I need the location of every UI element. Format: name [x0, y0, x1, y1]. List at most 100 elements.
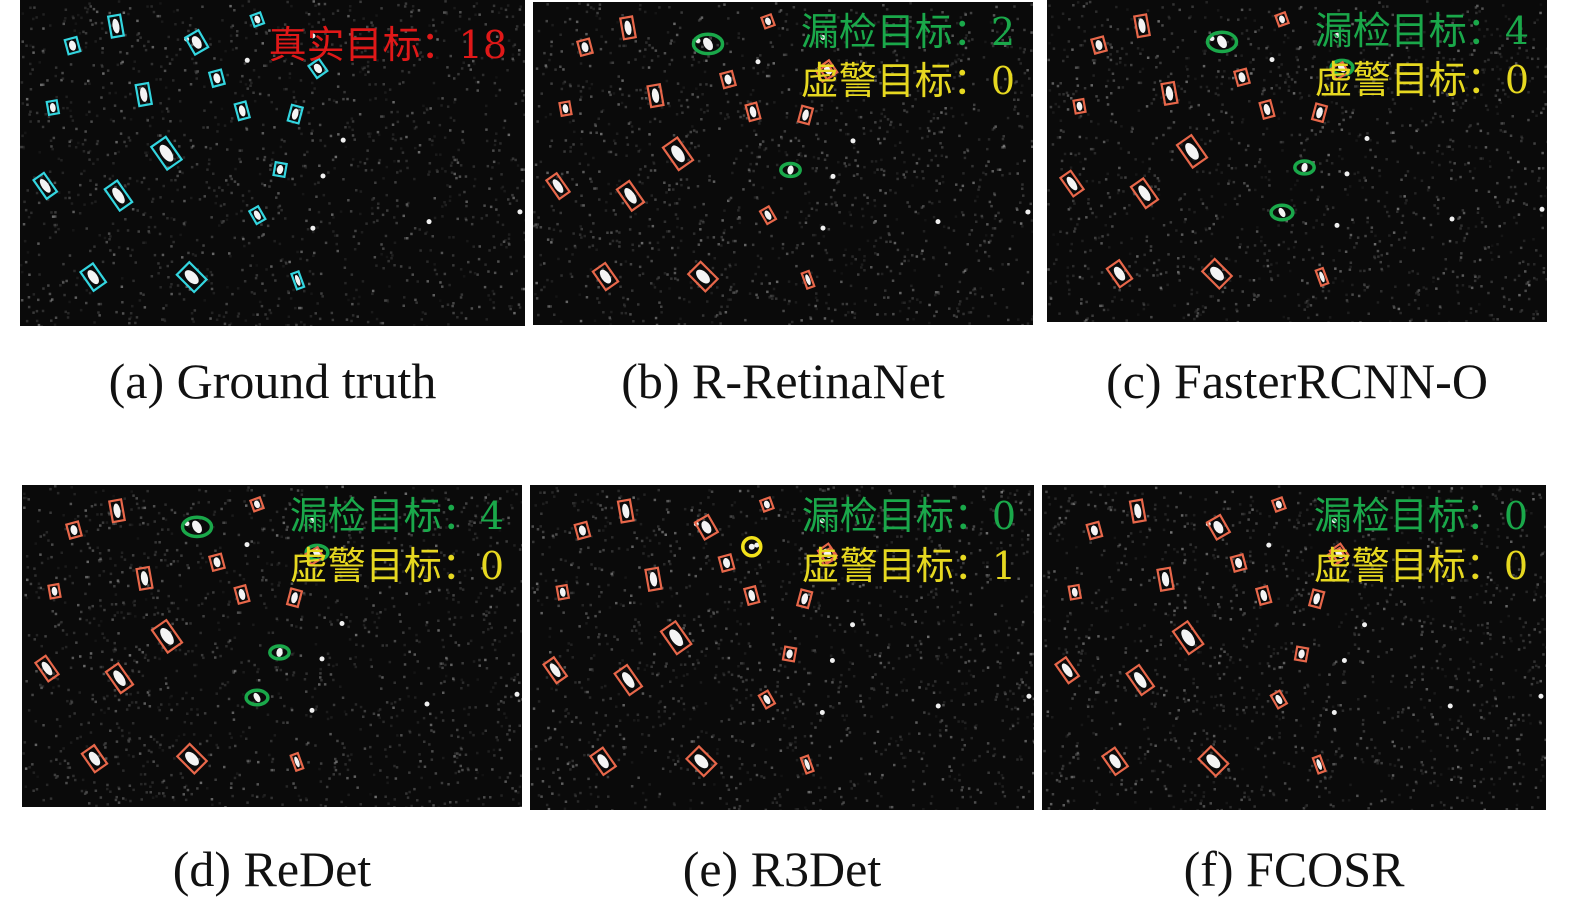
panel-r3det: 漏检目标：0 虚警目标：1 — [530, 485, 1034, 810]
ship-target — [1156, 566, 1175, 593]
detection-box — [1205, 513, 1232, 541]
background — [22, 485, 522, 807]
detection-box — [659, 619, 693, 656]
detection-box — [289, 751, 305, 773]
ground-truth-box — [103, 179, 134, 213]
detection-box — [1258, 98, 1276, 121]
detection-box — [175, 742, 209, 775]
ship-target — [207, 68, 227, 89]
ship-target — [1314, 266, 1330, 288]
bright-scatterer — [1447, 703, 1453, 709]
missed-count-f: 漏检目标：0 — [1313, 494, 1528, 538]
ship-target — [1132, 13, 1152, 39]
ship-target — [575, 37, 595, 58]
ship-target — [1293, 645, 1310, 663]
bright-scatterer — [309, 517, 315, 523]
ship-target — [175, 742, 209, 775]
detection-box — [47, 582, 62, 600]
ship-target — [717, 553, 736, 573]
detection-box — [816, 546, 838, 567]
missed-count-d: 漏检目标：4 — [289, 494, 504, 538]
detection-box — [1329, 60, 1350, 81]
detection-box — [795, 588, 814, 610]
bright-scatterer — [1331, 518, 1337, 524]
detection-box — [1160, 80, 1179, 107]
bright-scatterer — [514, 691, 520, 697]
bright-scatterer — [819, 710, 825, 715]
detection-box — [1089, 35, 1109, 55]
missed-count-b: 漏检目标：2 — [800, 10, 1015, 54]
ship-target — [307, 57, 329, 80]
background — [1047, 0, 1547, 322]
ship-target — [233, 583, 251, 606]
bright-scatterer — [820, 35, 826, 41]
false-alarm-count-c: 虚警目标：0 — [1314, 58, 1529, 102]
detection-box — [644, 566, 663, 593]
false-alarm-marker — [741, 536, 763, 558]
panel-fasterrcnn-o: 漏检目标：4 虚警目标：0 — [1047, 0, 1547, 322]
panel-r-retinanet: 漏检目标：2 虚警目标：0 — [533, 2, 1033, 325]
ground-truth-box — [307, 57, 329, 80]
detection-box — [718, 69, 738, 90]
detection-box — [1270, 496, 1287, 513]
ship-target — [1293, 159, 1316, 176]
ship-target — [779, 161, 802, 179]
ship-target — [796, 104, 815, 126]
ship-target — [1053, 655, 1081, 685]
ship-target — [644, 566, 663, 593]
ground-truth-box — [32, 171, 59, 201]
ship-target — [759, 12, 777, 30]
detection-box — [1125, 663, 1156, 697]
ship-target — [149, 135, 184, 172]
detection-box — [104, 661, 135, 695]
detection-box — [248, 495, 266, 513]
bright-scatterer — [339, 620, 345, 626]
detection-box — [233, 583, 251, 606]
bright-scatterer — [320, 173, 326, 179]
speckle-noise — [1047, 0, 1547, 322]
detection-box — [33, 654, 61, 683]
ship-target — [247, 204, 267, 226]
ship-target — [63, 35, 82, 56]
ship-target — [32, 171, 59, 201]
ship-target — [78, 261, 108, 293]
ship-target — [555, 583, 571, 601]
ship-target — [233, 100, 252, 122]
detection-box — [1132, 13, 1152, 39]
ship-target — [781, 645, 798, 663]
detection-box — [618, 15, 638, 41]
detection-box — [304, 545, 325, 566]
ship-target — [1270, 496, 1287, 513]
detection-box — [758, 204, 778, 226]
detection-box — [1269, 689, 1289, 710]
ground-truth-box — [134, 81, 154, 108]
detection-box — [613, 663, 644, 697]
bright-scatterer — [244, 57, 250, 63]
ship-target — [1089, 35, 1109, 55]
detection-box — [588, 746, 618, 777]
ship-target — [686, 260, 720, 293]
ground-truth-box — [63, 35, 82, 56]
ground-truth-box — [183, 28, 210, 57]
ship-target — [1229, 553, 1248, 573]
detection-box — [64, 520, 84, 540]
ship-target — [744, 101, 762, 123]
ship-target — [758, 204, 778, 226]
ship-target — [1100, 746, 1130, 777]
missed-target-marker — [1293, 159, 1316, 176]
detection-box — [684, 744, 718, 778]
speckle-noise — [20, 0, 525, 326]
ship-target — [47, 582, 62, 600]
speckle-noise — [530, 485, 1034, 810]
bright-scatterer — [1539, 206, 1545, 212]
ship-target — [1105, 258, 1134, 289]
detection-box — [1129, 176, 1160, 210]
detection-box — [555, 583, 571, 601]
ship-target — [1171, 619, 1205, 656]
ship-target — [691, 32, 725, 56]
detection-box — [686, 260, 720, 293]
ground-truth-box — [207, 68, 227, 89]
bright-scatterer — [340, 137, 346, 143]
detection-box — [544, 171, 572, 201]
ship-target — [544, 171, 572, 201]
